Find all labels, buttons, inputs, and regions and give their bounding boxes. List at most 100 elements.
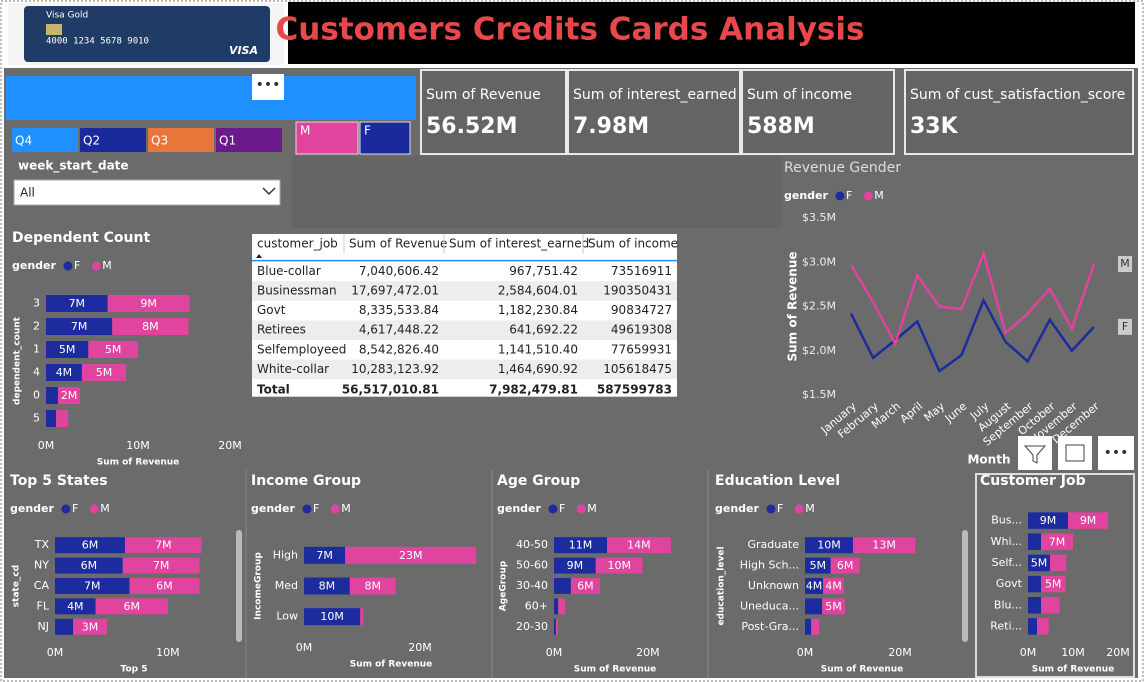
data-label: 11M bbox=[569, 539, 593, 552]
bar bbox=[1037, 618, 1049, 635]
gender-button[interactable] bbox=[295, 121, 359, 155]
date-dropdown[interactable] bbox=[13, 179, 281, 206]
data-label: 10M bbox=[817, 539, 841, 552]
table-cell: Retirees bbox=[257, 323, 306, 337]
legend-label: M bbox=[805, 502, 815, 515]
category-label: 4 bbox=[33, 366, 40, 379]
x-axis-label: Sum of Revenue bbox=[97, 458, 180, 468]
data-label: 7M bbox=[84, 580, 101, 593]
kpi-card bbox=[741, 69, 895, 155]
bar bbox=[73, 618, 107, 635]
data-label: 6M bbox=[837, 559, 854, 572]
bar bbox=[823, 578, 844, 594]
category-label: Govt bbox=[996, 577, 1023, 590]
data-label: 7M bbox=[71, 320, 88, 333]
filter-button[interactable] bbox=[1018, 436, 1052, 470]
table-header: Sum of Revenue bbox=[349, 237, 447, 251]
x-axis-label: Sum of Revenue bbox=[574, 665, 657, 675]
quarter-button[interactable] bbox=[12, 128, 78, 152]
card-logo: VISA bbox=[229, 44, 258, 57]
date-dropdown-value: All bbox=[20, 186, 35, 200]
table-cell: 7,982,479.81 bbox=[489, 383, 578, 397]
end-label: F bbox=[1122, 320, 1128, 333]
legend-marker bbox=[330, 504, 340, 514]
legend-label: M bbox=[100, 502, 110, 515]
category-label: Post-Gra... bbox=[741, 620, 799, 633]
table-row bbox=[252, 261, 677, 282]
filter-icon bbox=[1023, 445, 1047, 464]
data-label: 9M bbox=[567, 559, 584, 572]
data-label: 9M bbox=[1080, 514, 1097, 527]
category-label: 2 bbox=[33, 320, 40, 333]
bar bbox=[830, 557, 860, 574]
table-cell: 641,692.22 bbox=[509, 323, 578, 337]
legend-label: F bbox=[313, 502, 319, 515]
bar bbox=[57, 387, 81, 404]
bar bbox=[124, 537, 202, 554]
table-cell: 49619308 bbox=[611, 323, 672, 337]
y-axis-label: state_cd bbox=[12, 565, 22, 607]
data-label: 5M bbox=[1031, 556, 1048, 569]
quarter-button[interactable] bbox=[148, 128, 214, 152]
bar bbox=[55, 598, 96, 615]
category-label: NJ bbox=[38, 620, 49, 633]
bar bbox=[1028, 575, 1042, 593]
category-label: 20-30 bbox=[516, 620, 548, 633]
chart-title: Income Group bbox=[251, 473, 361, 489]
focus-button[interactable] bbox=[1058, 436, 1092, 470]
data-label: 7M bbox=[69, 297, 86, 310]
end-label: M bbox=[1120, 257, 1130, 270]
category-label: Bus... bbox=[991, 514, 1022, 527]
bar bbox=[304, 608, 361, 626]
bar bbox=[81, 364, 127, 381]
category-label: Blu... bbox=[994, 598, 1022, 611]
more-button[interactable] bbox=[1098, 436, 1134, 470]
bar bbox=[1041, 533, 1073, 551]
more-icon: ••• bbox=[256, 77, 281, 93]
data-label: 14M bbox=[627, 539, 651, 552]
gender-button[interactable] bbox=[359, 121, 411, 155]
bar bbox=[55, 557, 123, 574]
legend-marker bbox=[863, 191, 873, 201]
y-tick-label: $1.5M bbox=[802, 388, 836, 401]
data-label: 4M bbox=[825, 580, 842, 593]
chart-title: Age Group bbox=[497, 473, 580, 489]
table-cell: 7,040,606.42 bbox=[359, 264, 439, 278]
bar bbox=[46, 318, 113, 335]
kpi-value: 588M bbox=[747, 114, 815, 139]
focus-frame bbox=[975, 473, 1135, 678]
y-tick-label: $2.5M bbox=[802, 300, 836, 313]
table-cell: Govt bbox=[257, 303, 286, 317]
table-header: Sum of interest_earned bbox=[449, 237, 589, 251]
table-cell: 77659931 bbox=[611, 342, 672, 356]
table-cell: White-collar bbox=[257, 362, 329, 376]
bar bbox=[1050, 554, 1067, 572]
legend-label: F bbox=[74, 259, 80, 272]
legend-marker bbox=[548, 504, 558, 514]
legend-label: F bbox=[777, 502, 783, 515]
table-cell: Total bbox=[257, 383, 290, 397]
bar bbox=[46, 295, 108, 312]
data-label: 9M bbox=[1040, 514, 1057, 527]
category-label: Med bbox=[275, 579, 298, 592]
bar bbox=[554, 557, 596, 574]
quarter-button[interactable] bbox=[216, 128, 282, 152]
chart-title: Revenue Gender bbox=[784, 160, 901, 176]
kpi-label: Sum of income bbox=[747, 87, 852, 103]
table-cell: 4,617,448.22 bbox=[359, 323, 439, 337]
kpi-card bbox=[567, 69, 741, 155]
table-cell: 90834727 bbox=[611, 303, 672, 317]
more-button[interactable] bbox=[252, 74, 284, 100]
table-row bbox=[252, 340, 677, 360]
quarter-button[interactable] bbox=[80, 128, 146, 152]
title-bar bbox=[288, 2, 1135, 64]
bar bbox=[554, 618, 556, 635]
x-tick-label: 0M bbox=[38, 439, 55, 452]
category-label: Uneduca... bbox=[740, 599, 799, 612]
legend-marker bbox=[63, 261, 73, 271]
y-axis-label: dependent_count bbox=[13, 316, 23, 405]
legend-marker bbox=[766, 504, 776, 514]
end-label-box bbox=[1118, 256, 1132, 273]
legend-marker bbox=[61, 504, 71, 514]
y-axis-label: AgeGroup bbox=[499, 560, 509, 611]
